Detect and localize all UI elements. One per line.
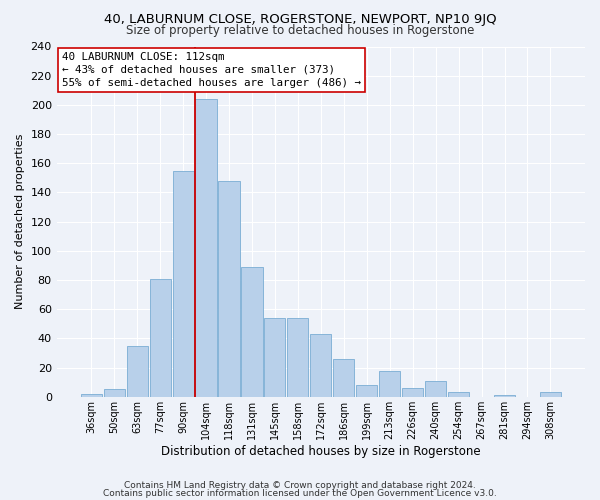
Text: Size of property relative to detached houses in Rogerstone: Size of property relative to detached ho… — [126, 24, 474, 37]
Bar — [333, 359, 355, 397]
Bar — [494, 396, 515, 397]
Text: Contains public sector information licensed under the Open Government Licence v3: Contains public sector information licen… — [103, 489, 497, 498]
X-axis label: Distribution of detached houses by size in Rogerstone: Distribution of detached houses by size … — [161, 444, 481, 458]
Text: Contains HM Land Registry data © Crown copyright and database right 2024.: Contains HM Land Registry data © Crown c… — [124, 480, 476, 490]
Bar — [287, 318, 308, 397]
Bar — [149, 278, 170, 397]
Bar — [173, 170, 194, 397]
Bar — [540, 392, 561, 397]
Bar — [310, 334, 331, 397]
Bar — [104, 390, 125, 397]
Bar — [218, 181, 239, 397]
Bar — [241, 267, 263, 397]
Bar — [80, 394, 102, 397]
Bar — [402, 388, 423, 397]
Bar — [448, 392, 469, 397]
Bar — [265, 318, 286, 397]
Text: 40, LABURNUM CLOSE, ROGERSTONE, NEWPORT, NP10 9JQ: 40, LABURNUM CLOSE, ROGERSTONE, NEWPORT,… — [104, 12, 496, 26]
Bar — [356, 385, 377, 397]
Bar — [196, 99, 217, 397]
Y-axis label: Number of detached properties: Number of detached properties — [15, 134, 25, 310]
Bar — [379, 370, 400, 397]
Text: 40 LABURNUM CLOSE: 112sqm
← 43% of detached houses are smaller (373)
55% of semi: 40 LABURNUM CLOSE: 112sqm ← 43% of detac… — [62, 52, 361, 88]
Bar — [425, 380, 446, 397]
Bar — [127, 346, 148, 397]
